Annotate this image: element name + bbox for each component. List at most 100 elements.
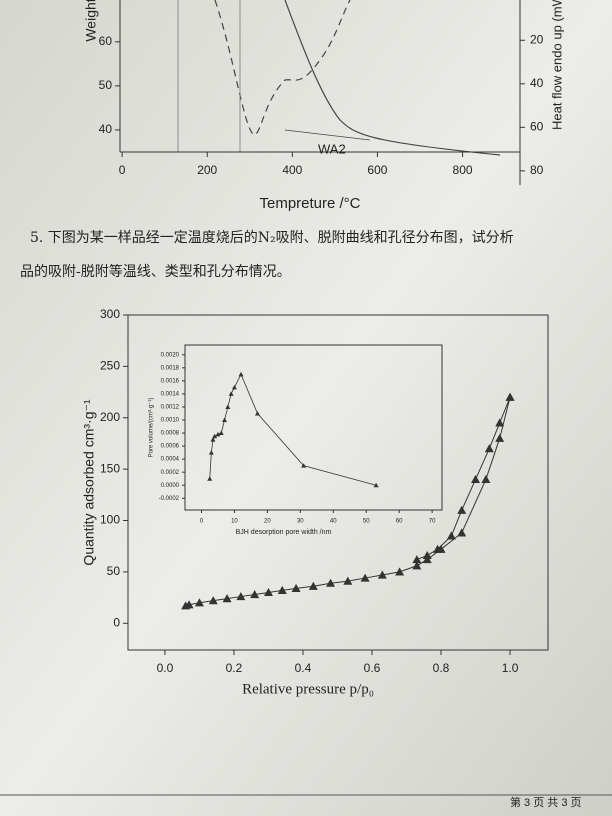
marker [412,555,422,564]
x-tick-label: 0 [119,163,126,177]
y-tick-label: 0.0018 [161,365,180,371]
x-tick-label: 60 [396,519,403,525]
marker [212,433,218,439]
y-tick-label: 0.0008 [161,431,180,437]
y-axis-label: Pore volume/(cm³·g⁻¹) [149,398,155,458]
y-tick-label: 100 [100,513,120,527]
y2-tick-label: 60 [530,119,544,133]
marker [236,592,246,601]
y-tick-label: 0.0000 [161,483,180,489]
x-axis-label: Relative pressure p/p₀ [242,681,374,697]
x-tick-label: 0 [200,519,204,525]
y2-tick-label: 80 [530,163,544,177]
x-tick-label: 70 [429,519,436,525]
x-axis-label: BJH desorption pore width /nm [236,529,332,536]
marker [277,585,287,594]
y-axis-label: Quantity adsorbed cm³·g⁻¹ [81,399,97,565]
marker [208,596,218,605]
marker [308,581,318,590]
y-tick-label: 0.0006 [161,444,180,450]
x-tick-label: 0.0 [157,661,174,675]
y2-axis-label: Heat flow endo up (mW) [549,0,564,130]
x-tick-label: 1.0 [502,661,519,675]
y-tick-label: 150 [100,461,120,475]
y-tick-label: 40 [99,122,113,136]
x-tick-label: 30 [297,519,304,525]
y-tick-label: 250 [100,359,120,373]
marker [207,476,213,481]
marker [326,578,336,587]
y-axis-label: Weight [83,0,99,42]
x-tick-label: 0.2 [226,661,243,675]
marker [360,573,370,582]
y-tick-label: 50 [107,564,121,578]
marker [505,392,515,401]
y-tick-label: 0.0012 [161,405,180,411]
x-tick-label: 20 [264,519,271,525]
annotation: WA2 [318,141,346,156]
y-tick-label: 0.0010 [161,418,180,424]
y-tick-label: 60 [99,34,113,48]
marker [225,404,231,409]
marker [184,600,194,609]
marker [457,528,467,537]
y2-tick-label: 20 [530,32,544,46]
y-tick-label: 0.0014 [161,391,180,397]
marker [215,431,221,437]
marker [250,590,260,599]
x-tick-label: 0.8 [433,661,450,675]
marker [222,594,232,603]
y-tick-label: 300 [100,307,120,321]
x-tick-label: 400 [282,163,302,177]
marker [422,555,432,564]
marker [457,505,467,514]
marker [263,587,273,597]
question-line: 品的吸附-脱附等温线、类型和孔分布情况。 [20,263,291,280]
marker [471,474,481,484]
marker [231,384,237,390]
y-tick-label: 0 [113,615,120,629]
y-tick-label: 50 [99,78,113,92]
y2-tick-label: 40 [530,76,544,90]
footer: 第 3 页 共 3 页 [510,795,582,809]
marker [254,410,260,416]
thermal-curves [177,0,501,156]
marker [194,598,204,607]
marker [301,463,307,468]
marker [484,444,494,453]
y-tick-label: 0.0002 [161,470,180,476]
marker [495,418,505,427]
marker [495,433,505,442]
marker [481,474,491,484]
marker [238,371,244,377]
x-tick-label: 50 [363,519,370,525]
marker [291,583,301,592]
x-tick-label: 40 [330,519,337,525]
marker [222,417,228,422]
question-line: 5. 下图为某一样品经一定温度烧后的N₂吸附、脱附曲线和孔径分布图，试分析 [30,230,514,246]
plot-frame [127,314,549,651]
marker [343,576,353,585]
marker [208,450,214,455]
plot-frame [184,344,443,511]
y-tick-label: -0.0002 [159,496,180,502]
x-tick-label: 10 [231,519,238,525]
x-tick-label: 200 [197,163,217,177]
y-tick-label: 0.0004 [161,457,180,463]
marker [433,544,443,553]
marker [228,391,234,396]
marker [395,567,405,576]
marker [373,482,379,488]
marker [377,570,387,579]
x-tick-label: 0.4 [295,661,312,675]
marker [412,561,422,570]
y-tick-label: 0.0020 [161,352,180,358]
x-axis-label: Tempreture /°C [259,195,360,212]
x-tick-label: 800 [453,163,473,177]
marker [218,430,224,436]
marker [210,437,216,442]
y-tick-label: 0.0016 [161,378,180,384]
